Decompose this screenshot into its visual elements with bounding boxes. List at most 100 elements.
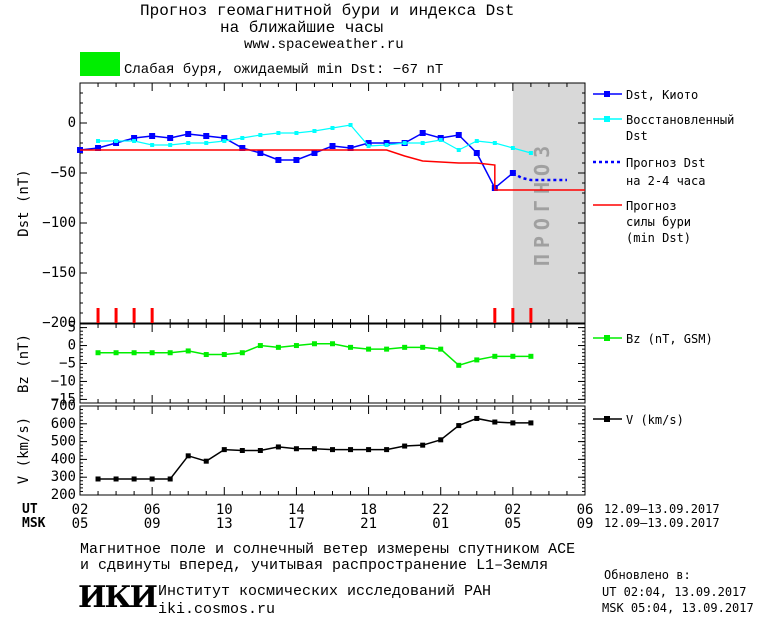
legend-storm-label-1: Прогноз [626,199,677,213]
x-tick-label-ut: 18 [360,502,377,518]
legend-restored-label-2: Dst [626,129,648,143]
x-tick-label-msk: 05 [72,516,89,532]
institute-link[interactable]: iki.cosmos.ru [158,601,276,618]
forecast-dst-line [512,171,567,182]
data-point [114,139,119,143]
data-point [276,131,281,135]
y-tick-label: 200 [51,487,76,503]
row-label-ut: UT [22,502,38,517]
x-tick-label-msk: 01 [432,516,449,532]
row-label-msk: MSK [22,516,46,531]
data-point [185,131,192,137]
data-point [528,420,534,426]
legend-bz-label: Bz (nT, GSM) [626,332,713,346]
data-point [168,143,173,147]
data-point [203,352,209,358]
x-tick-label-ut: 22 [432,502,449,518]
data-point [167,135,174,141]
data-point [95,145,102,151]
y-tick-label: 0 [68,338,76,354]
site-link[interactable]: www.spaceweather.ru [244,37,404,53]
data-point [149,350,155,356]
footer-note-2: и сдвинуты вперед, учитывая распростране… [80,557,549,574]
data-point [221,135,228,141]
y-axis-label: V (km/s) [16,417,32,484]
data-point [366,144,371,148]
data-point [258,133,263,137]
data-point [420,141,425,145]
data-point [438,346,444,352]
data-point [185,453,191,459]
data-point [203,133,210,139]
data-point [311,150,318,156]
data-point [239,448,245,453]
series-line [98,343,531,367]
y-tick-label: 700 [51,398,76,414]
data-point [203,458,209,464]
legend-v-label: V (km/s) [626,413,684,427]
data-point [131,350,137,356]
y-tick-label: 500 [51,434,76,450]
data-point [384,143,389,147]
legend-v-glyph-marker [604,416,610,422]
data-point [275,157,282,163]
legend-dst-glyph-marker [604,91,610,97]
y-tick-label: 400 [51,451,76,467]
data-point [95,350,101,356]
data-point [204,141,209,145]
data-point [474,415,480,421]
storm-forecast-line [80,149,585,191]
x-tick-label-msk: 13 [216,516,233,532]
y-tick-label: −15 [51,391,76,407]
y-tick-label: 5 [68,320,76,336]
x-tick-label-ut: 14 [288,502,305,518]
date-range-ut: 12.09–13.09.2017 [604,502,720,516]
x-tick-label-ut: 06 [144,502,161,518]
data-point [348,344,354,350]
x-tick-label-msk: 09 [577,516,594,532]
data-point [510,420,516,426]
data-point [456,423,462,429]
data-point [149,476,155,482]
data-point [329,143,336,149]
footer-note-1: Магнитное поле и солнечный ветер измерен… [80,541,576,558]
storm-forecast-text: Слабая буря, ожидаемый min Dst: −67 nT [124,62,444,78]
legend-restored-glyph-marker [604,116,610,122]
data-point [113,476,119,482]
data-point [149,133,156,139]
data-point [222,139,227,143]
legend-restored-label-1: Восстановленный [626,113,735,127]
data-point [257,150,264,156]
data-point [240,136,245,140]
data-point [96,139,101,143]
legend-storm-label-3: (min Dst) [626,231,692,245]
data-point [474,357,480,363]
data-point [366,346,372,352]
data-point [167,476,173,482]
data-point [510,353,516,359]
y-axis-label: Bz (nT) [16,334,32,393]
data-point [456,362,462,368]
data-point [239,350,245,356]
data-point [402,344,408,350]
data-point [456,148,461,152]
data-point [239,145,246,151]
data-point [275,444,281,450]
institute-name: Институт космических исследований РАН [158,583,492,600]
data-point [420,442,426,448]
data-point [348,447,354,453]
updated-msk: MSK 05:04, 13.09.2017 [602,601,754,615]
y-tick-label: 0 [68,115,76,131]
data-point [330,126,335,130]
x-tick-label-ut: 02 [504,502,521,518]
legend-forecast-label-1: Прогноз Dst [626,156,706,170]
data-point [492,353,498,359]
data-point [474,139,479,143]
data-point [293,343,299,349]
data-point [221,352,227,358]
data-point [293,157,300,163]
y-tick-label: −100 [42,215,76,231]
data-point [257,448,263,453]
date-range-msk: 12.09–13.09.2017 [604,516,720,530]
